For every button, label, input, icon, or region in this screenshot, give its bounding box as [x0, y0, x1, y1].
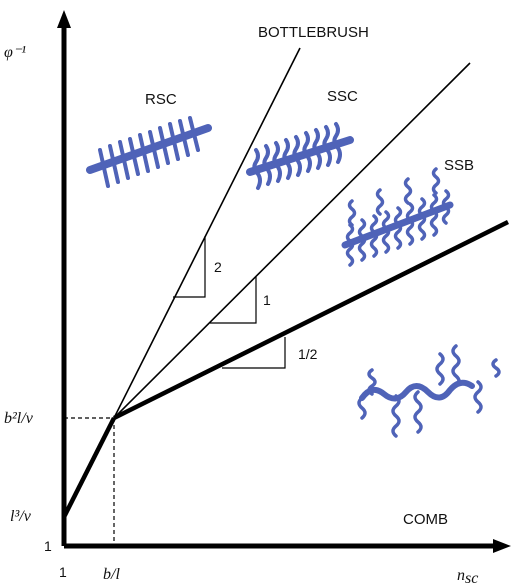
y-tick-one: 1 — [44, 538, 52, 554]
slope-triangle-middle — [210, 277, 257, 324]
x-axis-arrowhead — [493, 539, 511, 553]
region-label-bottlebrush: BOTTLEBRUSH — [258, 24, 369, 41]
region-label-ssc: SSC — [327, 88, 358, 105]
slope-label-steep: 2 — [214, 259, 222, 275]
slope-triangle-shallow — [222, 337, 286, 369]
region-label-ssb: SSB — [444, 157, 474, 174]
x-axis-label: nsc — [457, 567, 478, 586]
boundary-rsc-bottlebrush — [113, 47, 301, 419]
comb-polymer-icon — [357, 344, 501, 438]
ssc-brush-icon — [246, 122, 354, 190]
rsc-brush-icon — [86, 116, 212, 188]
region-label-comb: COMB — [403, 511, 448, 528]
slope-label-middle: 1 — [263, 292, 271, 308]
boundary-ssc-ssb — [113, 62, 471, 419]
y-tick-l3-nu: l³/ν — [10, 508, 32, 525]
ssb-brush-icon — [341, 167, 454, 267]
y-tick-b2l-nu: b²l/ν — [4, 410, 34, 427]
y-axis-arrowhead — [57, 10, 71, 28]
slope-triangle-steep — [173, 236, 206, 298]
y-axis-label: φ⁻¹ — [4, 44, 26, 61]
boundary-ssb-comb — [112, 219, 510, 421]
x-tick-b-over-l: b/l — [103, 566, 120, 583]
boundary-lower-segment — [61, 416, 117, 519]
x-tick-one: 1 — [59, 564, 67, 580]
slope-label-shallow: 1/2 — [298, 346, 318, 362]
region-label-rsc: RSC — [145, 91, 177, 108]
